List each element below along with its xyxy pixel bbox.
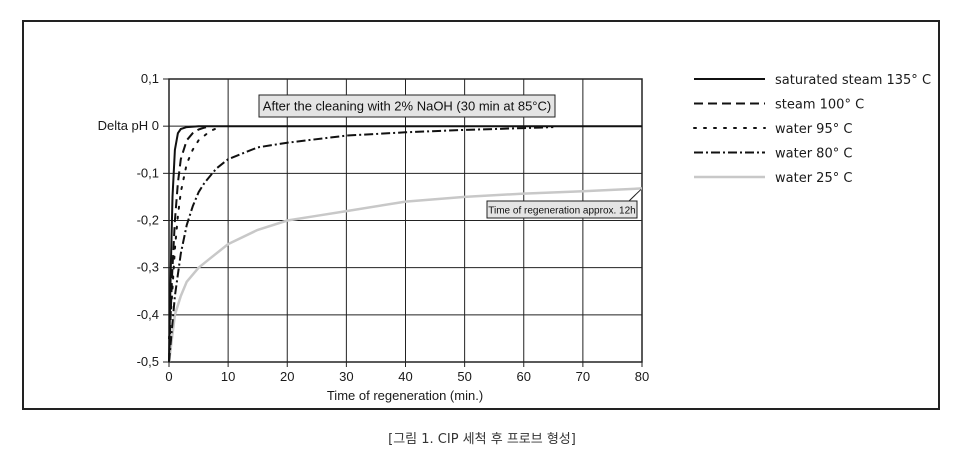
x-tick-label: 60 bbox=[517, 369, 531, 384]
y-tick-label: -0,5 bbox=[137, 354, 159, 369]
grid bbox=[169, 79, 642, 362]
x-tick-label: 40 bbox=[398, 369, 412, 384]
y-tick-label: -0,2 bbox=[137, 213, 159, 228]
legend: saturated steam 135° C steam 100° C water … bbox=[693, 73, 931, 186]
figure-caption: [그림 1. CIP 세척 후 프로브 형성] bbox=[388, 432, 576, 447]
y-tick-label: -0,1 bbox=[137, 165, 159, 180]
y-axis-ticks: 0,1 Delta pH 0 -0,1 -0,2 -0,3 -0,4 -0,5 bbox=[98, 71, 169, 369]
annotation-box-cleaning bbox=[258, 94, 556, 118]
annotation-box-regeneration bbox=[486, 200, 638, 219]
annotations: After the cleaning with 2% NaOH (30 min … bbox=[258, 94, 642, 219]
series-line-0 bbox=[168, 125, 642, 363]
legend-label-0: saturated steam 135° C bbox=[775, 73, 931, 88]
x-tick-label: 10 bbox=[221, 369, 235, 384]
series-lines bbox=[167, 125, 643, 363]
y-tick-label: -0,4 bbox=[137, 307, 159, 322]
x-tick-label: 30 bbox=[339, 369, 353, 384]
annotation-cleaning: After the cleaning with 2% NaOH (30 min … bbox=[263, 99, 551, 114]
x-tick-label: 70 bbox=[576, 369, 590, 384]
x-tick-label: 20 bbox=[280, 369, 294, 384]
x-tick-label: 50 bbox=[457, 369, 471, 384]
series-line-4 bbox=[167, 187, 643, 363]
y-tick-label: -0,3 bbox=[137, 260, 159, 275]
legend-label-4: water 25° C bbox=[775, 171, 852, 186]
x-axis-ticks: 0 10 20 30 40 50 60 70 80 bbox=[165, 362, 649, 384]
annotation-leader-line bbox=[628, 189, 642, 202]
legend-label-1: steam 100° C bbox=[775, 98, 864, 113]
x-tick-label: 0 bbox=[165, 369, 172, 384]
series-line-3 bbox=[168, 126, 554, 363]
legend-label-3: water 80° C bbox=[775, 147, 852, 162]
annotation-regeneration: Time of regeneration approx. 12h bbox=[488, 206, 636, 217]
x-tick-label: 80 bbox=[635, 369, 649, 384]
y-tick-label: Delta pH 0 bbox=[98, 118, 159, 133]
series-line-1 bbox=[168, 125, 211, 363]
series-line-2 bbox=[168, 127, 218, 340]
y-tick-label: 0,1 bbox=[141, 71, 159, 86]
legend-label-2: water 95° C bbox=[775, 122, 852, 137]
x-axis-title: Time of regeneration (min.) bbox=[327, 388, 483, 403]
